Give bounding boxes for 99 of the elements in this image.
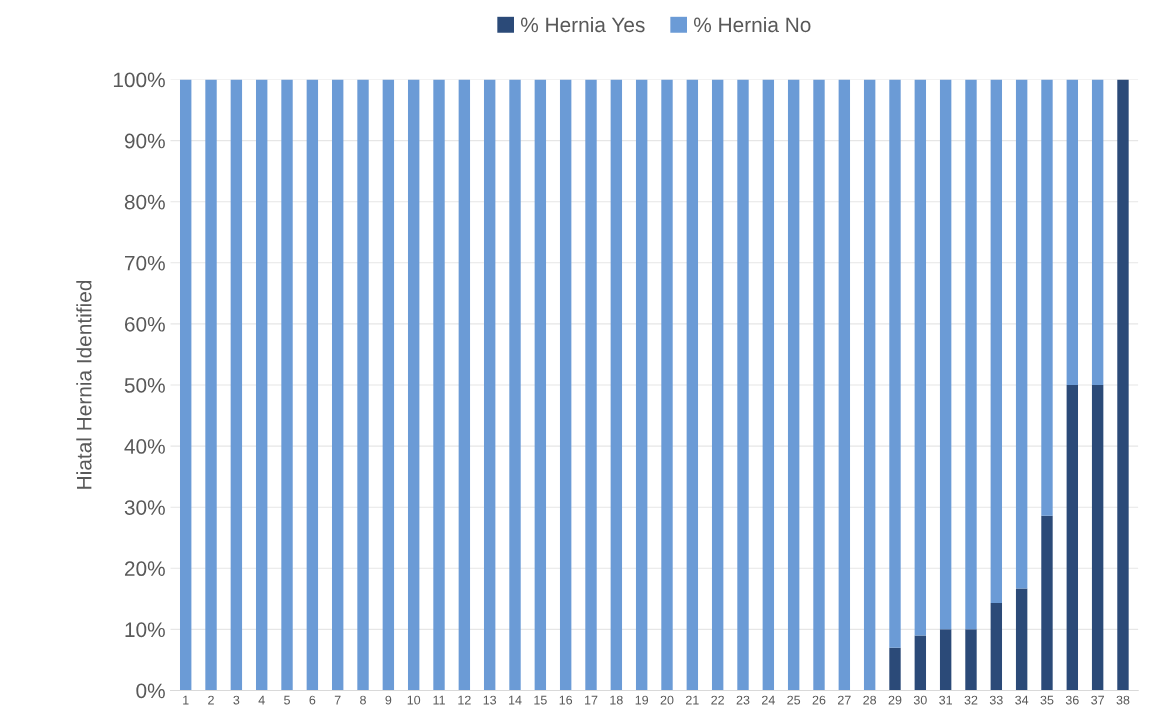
legend-label: % Hernia No <box>694 16 811 33</box>
x-tick-label: 7 <box>334 695 341 705</box>
bar <box>1015 588 1028 691</box>
bar <box>939 629 952 691</box>
x-tick-label: 20 <box>660 695 674 705</box>
bar <box>661 79 673 691</box>
bar <box>863 79 876 691</box>
x-tick-label: 1 <box>183 695 189 705</box>
bar <box>838 79 851 691</box>
y-tick-label: 50% <box>124 378 165 393</box>
bar <box>407 79 420 691</box>
bar <box>889 79 901 648</box>
bar <box>205 79 217 691</box>
bar <box>914 79 927 636</box>
bar <box>483 79 496 691</box>
y-axis-title: Hiatal Hernia Identified <box>76 280 92 489</box>
bar <box>686 79 699 691</box>
y-tick-label: 60% <box>125 316 165 332</box>
bar <box>180 79 192 691</box>
bar <box>1041 79 1053 516</box>
x-tick-label: 36 <box>1065 695 1079 705</box>
bar <box>965 79 977 630</box>
x-tick-label: 16 <box>559 695 573 705</box>
x-tick-label: 2 <box>208 695 214 705</box>
x-tick-label: 11 <box>433 695 445 705</box>
x-tick-label: 5 <box>284 695 290 705</box>
x-tick-label: 19 <box>635 695 649 705</box>
bar <box>585 79 597 691</box>
y-tick-label: 70% <box>125 255 165 271</box>
bar <box>382 79 395 691</box>
bar <box>433 79 445 691</box>
bar <box>1091 385 1104 691</box>
bar <box>559 79 572 691</box>
bar <box>458 79 471 691</box>
bar <box>534 79 547 691</box>
y-tick-label: 90% <box>124 133 165 149</box>
x-tick-label: 4 <box>258 695 265 705</box>
y-tick-label: 0% <box>136 683 165 699</box>
bar <box>331 79 344 691</box>
x-tick-label: 38 <box>1116 695 1130 705</box>
x-tick-label: 22 <box>711 695 724 705</box>
bar <box>306 79 319 691</box>
x-tick-label: 35 <box>1040 695 1054 705</box>
x-tick-label: 25 <box>787 695 801 705</box>
bar <box>1117 79 1129 691</box>
x-tick-label: 12 <box>458 695 471 705</box>
x-tick-label: 9 <box>385 695 392 705</box>
x-tick-label: 23 <box>736 695 750 705</box>
bar <box>965 629 977 691</box>
x-tick-label: 29 <box>888 695 902 705</box>
legend-label: % Hernia Yes <box>520 16 645 33</box>
x-tick-label: 8 <box>360 695 366 705</box>
x-tick-label: 24 <box>762 695 775 705</box>
y-tick-label: 40% <box>124 439 165 454</box>
x-tick-label: 34 <box>1015 695 1029 705</box>
x-tick-label: 32 <box>964 695 978 705</box>
bar <box>737 79 749 691</box>
bar <box>711 79 724 691</box>
x-tick-label: 26 <box>812 695 826 705</box>
x-tick-label: 3 <box>233 695 240 705</box>
x-tick-label: 31 <box>939 695 952 705</box>
bar <box>1066 385 1079 691</box>
x-tick-label: 15 <box>534 695 547 705</box>
bar <box>939 79 952 630</box>
bar <box>509 79 521 691</box>
bar <box>635 79 648 691</box>
bar <box>1041 515 1053 691</box>
x-tick-label: 10 <box>407 695 421 705</box>
bar <box>1015 79 1028 589</box>
x-tick-label: 6 <box>309 695 316 705</box>
y-tick-label: 10% <box>125 622 165 638</box>
bar <box>281 79 293 691</box>
bar <box>813 79 825 691</box>
x-tick-label: 28 <box>863 695 877 705</box>
bar <box>230 79 243 691</box>
y-tick-label: 20% <box>124 561 165 577</box>
x-tick-label: 17 <box>585 695 598 705</box>
y-tick-label: 30% <box>124 500 165 515</box>
x-tick-label: 30 <box>913 695 927 705</box>
bar <box>762 79 775 691</box>
x-tick-label: 13 <box>483 695 497 705</box>
x-tick-label: 18 <box>610 695 623 705</box>
x-tick-label: 33 <box>989 695 1003 705</box>
bar <box>610 79 623 691</box>
bar <box>357 79 369 691</box>
y-tick-label: 80% <box>124 194 165 210</box>
bar <box>990 79 1003 604</box>
x-tick-label: 21 <box>686 695 699 705</box>
bar <box>255 79 268 691</box>
x-tick-label: 37 <box>1091 695 1104 705</box>
y-tick-label: 100% <box>113 72 165 88</box>
bar <box>889 647 901 691</box>
bar <box>990 603 1003 691</box>
bar <box>1066 79 1079 385</box>
bar <box>787 79 800 691</box>
bar <box>914 635 927 691</box>
x-tick-label: 27 <box>838 695 851 705</box>
bar <box>1091 79 1104 385</box>
x-tick-label: 14 <box>509 695 522 705</box>
